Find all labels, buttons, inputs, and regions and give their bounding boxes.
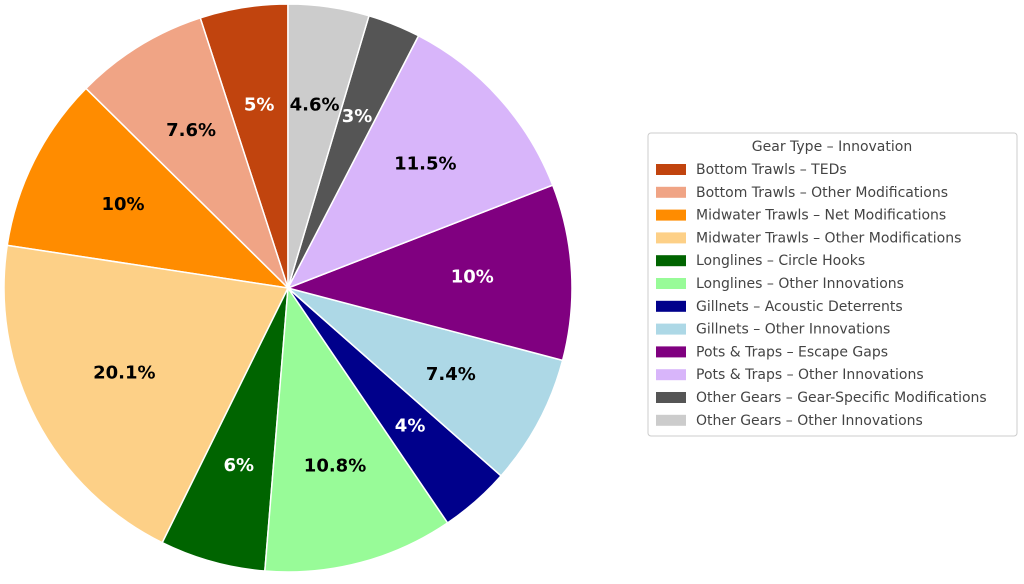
data-label: 7.6% xyxy=(166,120,216,141)
pie-slice xyxy=(6,87,291,290)
legend-swatch xyxy=(656,346,686,358)
legend-swatch xyxy=(656,392,686,403)
data-label: 4% xyxy=(395,415,426,436)
legend-label: Pots & Traps – Escape Gaps xyxy=(696,344,888,360)
legend-label: Midwater Trawls – Net Modifications xyxy=(696,208,946,224)
data-label: 3% xyxy=(342,106,373,127)
legend: Bottom Trawls – TEDs Bottom Trawls – Othe… xyxy=(656,162,987,429)
legend-label: Bottom Trawls – Other Modifications xyxy=(696,185,948,201)
legend-swatch xyxy=(656,232,686,244)
legend-label: Midwater Trawls – Other Modifications xyxy=(696,230,961,246)
pie-slice xyxy=(3,244,290,544)
legend-label: Other Gears – Other Innovations xyxy=(696,413,923,429)
data-label: 11.5% xyxy=(394,154,456,175)
pie-slice xyxy=(285,184,573,362)
pie-slice xyxy=(84,16,289,289)
legend-label: Longlines – Circle Hooks xyxy=(696,253,865,269)
data-label: 4.6% xyxy=(290,94,340,115)
legend-label: Bottom Trawls – TEDs xyxy=(696,162,847,178)
data-label: 5% xyxy=(244,95,275,116)
legend-label: Gillnets – Acoustic Deterrents xyxy=(696,299,903,315)
legend-label: Other Gears – Gear-Specific Modification… xyxy=(696,390,987,406)
legend-label: Longlines – Other Innovations xyxy=(696,276,904,292)
data-label: 7.4% xyxy=(426,364,476,385)
legend-label: Pots & Traps – Other Innovations xyxy=(696,367,924,383)
data-label: 20.1% xyxy=(93,362,155,383)
data-label: 6% xyxy=(223,455,254,476)
legend-label: Gillnets – Other Innovations xyxy=(696,322,890,338)
legend-title: Gear Type – Innovation xyxy=(752,139,912,155)
data-label: 10% xyxy=(451,267,494,288)
pie-slice xyxy=(287,3,370,289)
legend-swatch xyxy=(656,186,686,198)
legend-swatch xyxy=(656,255,686,267)
pie: 5% 7.6% 10% 20.1% 6% 10.8% 4% 7.4% 10% 11.5% 3%4.6… xyxy=(3,3,573,573)
pie-slice xyxy=(264,285,449,573)
legend-swatch xyxy=(656,300,686,312)
legend-swatch xyxy=(656,278,686,289)
legend-swatch xyxy=(656,164,686,175)
legend-swatch xyxy=(656,323,686,335)
data-label: 10% xyxy=(101,194,144,215)
legend-swatch xyxy=(656,209,686,221)
legend-box xyxy=(647,132,1018,437)
legend-swatch xyxy=(656,414,686,426)
pie-slice xyxy=(287,287,564,477)
pie-slice xyxy=(286,34,554,290)
data-label: 10.8% xyxy=(304,456,366,477)
legend-swatch xyxy=(656,369,686,381)
